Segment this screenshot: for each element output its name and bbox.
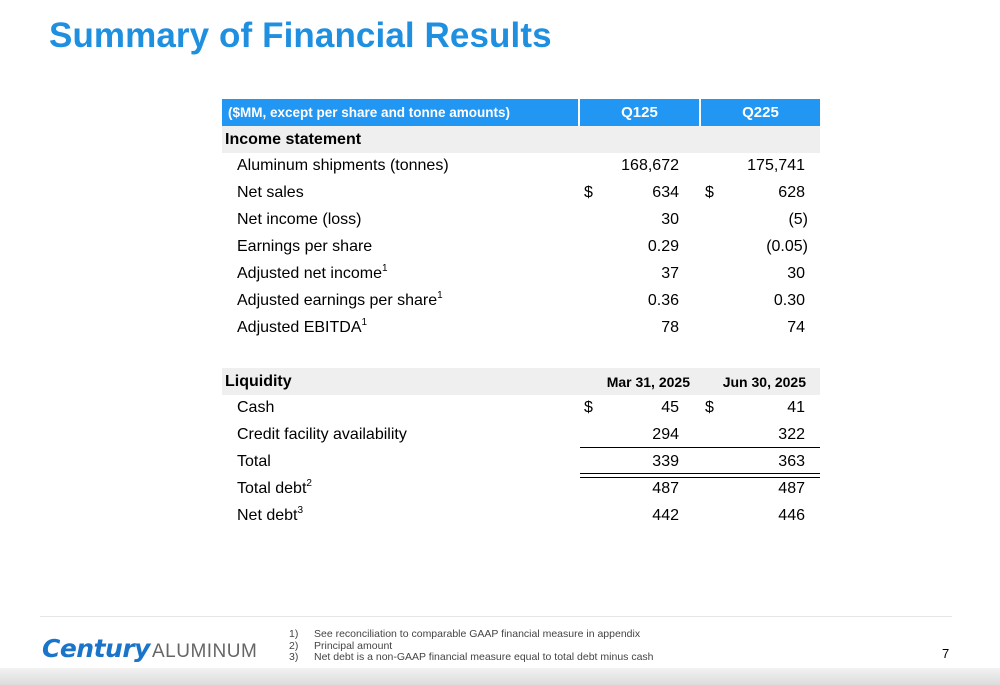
footnote-text: Net debt is a non-GAAP financial measure… [314, 651, 654, 663]
section-liquidity: Liquidity Mar 31, 2025 Jun 30, 2025 [222, 368, 820, 395]
liquidity-col-mar31: Mar 31, 2025 [606, 373, 690, 390]
footnote: 2) Principal amount [289, 639, 654, 653]
row-value-q125: 30 [661, 211, 679, 228]
row-value-q125: 37 [661, 265, 679, 282]
bottom-decorative-bar [0, 668, 1000, 685]
row-value-mar31: 442 [652, 507, 679, 524]
row-value-q125: 168,672 [621, 157, 679, 174]
table-header-q125: Q125 [580, 99, 699, 126]
row-label: Total [237, 453, 271, 470]
footnote-text: See reconciliation to comparable GAAP fi… [314, 628, 641, 640]
row-value-q125: 0.29 [647, 238, 679, 255]
slide-title: Summary of Financial Results [49, 16, 552, 55]
row-value-q225: 0.30 [773, 292, 805, 309]
row-label: Net sales [237, 184, 304, 201]
currency-symbol: $ [705, 399, 714, 416]
table-row: Cash $ 45 $ 41 [222, 395, 820, 422]
table-row: Total 339 363 [222, 449, 820, 476]
footnote-number: 1) [289, 628, 299, 640]
table-header-label: ($MM, except per share and tonne amounts… [222, 99, 578, 126]
footnote-marker: 3 [297, 505, 304, 516]
row-value-q225: (5) [788, 211, 808, 228]
total-double-rule [580, 473, 820, 478]
table-row: Adjusted earnings per share1 0.36 0.30 [222, 288, 820, 315]
row-value-q125: 0.36 [647, 292, 679, 309]
logo-wordmark-aluminum: ALUMINUM [151, 641, 258, 662]
table-row: Net debt3 442 446 [222, 503, 820, 530]
footer-divider [40, 616, 952, 617]
section-label: Liquidity [225, 372, 292, 390]
row-value-jun30: 322 [778, 426, 805, 443]
footnotes: 1) See reconciliation to comparable GAAP… [289, 628, 654, 664]
logo-wordmark-century: Century [42, 634, 150, 663]
row-value-mar31: 339 [652, 453, 679, 470]
table-row: Net income (loss) 30 (5) [222, 207, 820, 234]
table-row: Credit facility availability 294 322 [222, 422, 820, 449]
footnote: 1) See reconciliation to comparable GAAP… [289, 628, 654, 641]
row-value-mar31: 487 [652, 480, 679, 497]
row-value-mar31: 294 [652, 426, 679, 443]
row-value-jun30: 363 [778, 453, 805, 470]
century-aluminum-logo: Century ALUMINUM [42, 634, 257, 663]
row-label: Adjusted net income1 [237, 263, 388, 283]
table-row: Earnings per share 0.29 (0.05) [222, 234, 820, 261]
row-value-q225: 74 [787, 319, 805, 336]
row-label: Adjusted earnings per share1 [237, 290, 443, 310]
footnote-marker: 2 [306, 478, 312, 489]
section-income-statement: Income statement [222, 126, 820, 153]
row-value-q125: 78 [661, 319, 679, 336]
row-label: Credit facility availability [237, 426, 407, 443]
table-row: Total debt2 487 487 [222, 476, 820, 503]
page-number: 7 [942, 646, 950, 661]
row-value-q225: 628 [778, 184, 805, 201]
currency-symbol: $ [705, 184, 714, 201]
table-row: Aluminum shipments (tonnes) 168,672 175,… [222, 153, 820, 180]
row-label: Cash [237, 399, 275, 416]
row-value-mar31: 45 [661, 399, 679, 416]
row-value-q225: 175,741 [747, 157, 805, 174]
table-row: Adjusted EBITDA1 78 74 [222, 315, 820, 342]
row-label: Adjusted EBITDA1 [237, 317, 368, 337]
row-value-q225: 30 [787, 265, 805, 282]
section-label: Income statement [225, 130, 362, 148]
currency-symbol: $ [584, 399, 593, 416]
currency-symbol: $ [584, 184, 593, 201]
row-label: Net income (loss) [237, 211, 362, 228]
row-label: Total debt2 [237, 478, 312, 498]
table-header-q225: Q225 [701, 99, 820, 126]
row-label: Aluminum shipments (tonnes) [237, 157, 449, 174]
subtotal-rule [580, 447, 820, 448]
row-value-jun30: 446 [778, 507, 805, 524]
table-row: Net sales $ 634 $ 628 [222, 180, 820, 207]
liquidity-col-jun30: Jun 30, 2025 [722, 373, 806, 390]
footnote-number: 2) [289, 639, 299, 652]
row-value-jun30: 41 [787, 399, 805, 416]
footnote-marker: 1 [361, 317, 368, 328]
footnote-number: 3) [289, 651, 299, 663]
table-row: Adjusted net income1 37 30 [222, 261, 820, 288]
footnote: 3) Net debt is a non-GAAP financial meas… [289, 651, 654, 664]
row-value-q125: 634 [652, 184, 679, 201]
row-label: Net debt3 [237, 505, 304, 525]
footnote-marker: 1 [437, 290, 443, 301]
row-label: Earnings per share [237, 238, 373, 255]
footnote-text: Principal amount [314, 639, 393, 652]
row-value-q225: (0.05) [766, 238, 808, 255]
row-value-jun30: 487 [778, 480, 805, 497]
footnote-marker: 1 [381, 263, 388, 274]
